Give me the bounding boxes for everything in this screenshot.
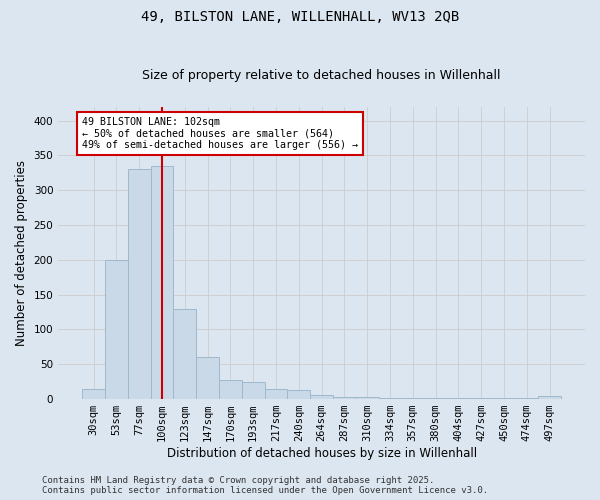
Text: Contains HM Land Registry data © Crown copyright and database right 2025.
Contai: Contains HM Land Registry data © Crown c… bbox=[42, 476, 488, 495]
Bar bbox=[379, 398, 401, 399]
Bar bbox=[242, 382, 265, 399]
Bar bbox=[515, 398, 538, 399]
Title: Size of property relative to detached houses in Willenhall: Size of property relative to detached ho… bbox=[142, 69, 501, 82]
Bar bbox=[287, 390, 310, 399]
Bar bbox=[401, 398, 424, 399]
Bar bbox=[105, 260, 128, 399]
Text: 49, BILSTON LANE, WILLENHALL, WV13 2QB: 49, BILSTON LANE, WILLENHALL, WV13 2QB bbox=[141, 10, 459, 24]
Bar bbox=[82, 388, 105, 399]
Bar bbox=[447, 398, 470, 399]
Y-axis label: Number of detached properties: Number of detached properties bbox=[15, 160, 28, 346]
Bar bbox=[356, 397, 379, 399]
Bar bbox=[128, 170, 151, 399]
Bar bbox=[470, 398, 493, 399]
Bar bbox=[538, 396, 561, 399]
Bar bbox=[219, 380, 242, 399]
Bar bbox=[493, 398, 515, 399]
Bar bbox=[265, 390, 287, 399]
Bar bbox=[151, 166, 173, 399]
X-axis label: Distribution of detached houses by size in Willenhall: Distribution of detached houses by size … bbox=[167, 447, 476, 460]
Bar bbox=[173, 308, 196, 399]
Bar bbox=[333, 397, 356, 399]
Bar bbox=[196, 358, 219, 399]
Text: 49 BILSTON LANE: 102sqm
← 50% of detached houses are smaller (564)
49% of semi-d: 49 BILSTON LANE: 102sqm ← 50% of detache… bbox=[82, 117, 358, 150]
Bar bbox=[310, 395, 333, 399]
Bar bbox=[424, 398, 447, 399]
